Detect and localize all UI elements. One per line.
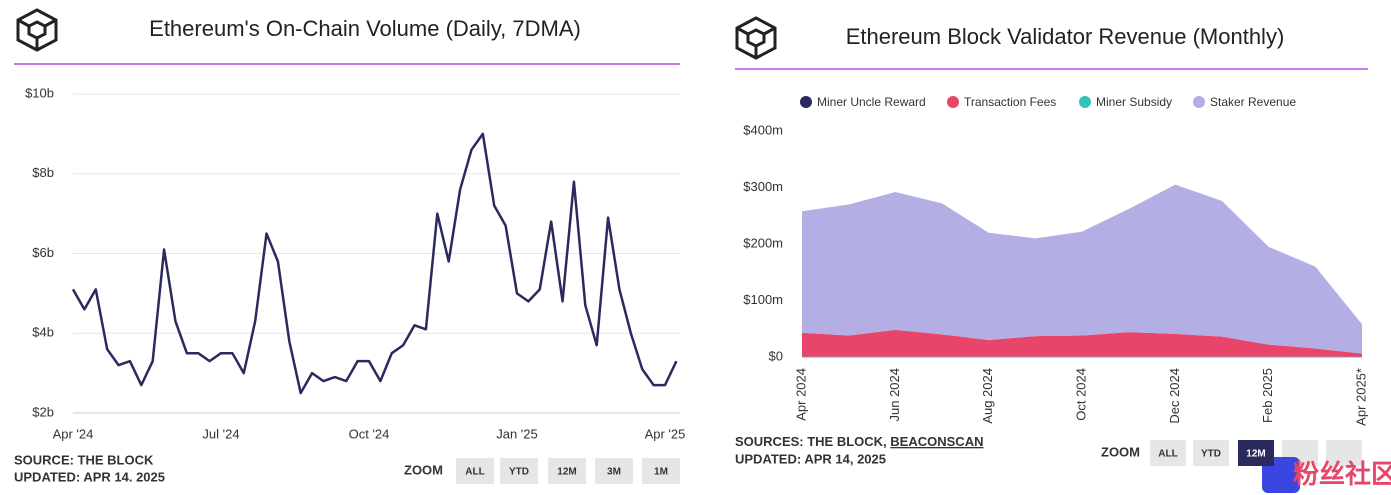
logo [16, 8, 58, 52]
x-tick-label: Feb 2025 [1260, 368, 1275, 423]
legend-swatch [1079, 96, 1091, 108]
zoom-button-label: YTD [1201, 449, 1221, 460]
zoom-button[interactable] [1326, 440, 1362, 466]
zoom-button[interactable] [1150, 440, 1186, 466]
y-tick-label: $2b [32, 404, 54, 419]
y-tick-label: $8b [32, 165, 54, 180]
x-tick-label: Jan '25 [496, 426, 538, 441]
y-tick-label: $10b [25, 85, 54, 100]
zoom-button[interactable] [595, 458, 633, 484]
x-tick-label: Apr '24 [53, 426, 94, 441]
zoom-button[interactable] [642, 458, 680, 484]
legend-label: Staker Revenue [1210, 95, 1296, 109]
updated: UPDATED: APR 14. 2025 [14, 469, 165, 484]
x-tick-label: Jun 2024 [887, 368, 902, 422]
legend-label: Miner Subsidy [1096, 95, 1172, 109]
legend-label: Transaction Fees [964, 95, 1056, 109]
watermark: 粉丝社区 [1293, 459, 1391, 489]
zoom-button[interactable] [1238, 440, 1274, 466]
zoom-button-label: 3M [607, 467, 621, 478]
y-tick-label: $200m [743, 235, 783, 250]
chart-title: Ethereum's On-Chain Volume (Daily, 7DMA) [149, 16, 581, 41]
zoom-button-label: ALL [465, 467, 484, 478]
zoom-button-label: 12M [1246, 449, 1265, 460]
x-tick-label: Apr '25 [645, 426, 686, 441]
source: SOURCES: THE BLOCK, BEACONSCAN [735, 434, 983, 449]
y-tick-label: $300m [743, 179, 783, 194]
updated: UPDATED: APR 14, 2025 [735, 451, 886, 466]
line [71, 132, 678, 395]
legend-swatch [1193, 96, 1205, 108]
legend-label: Miner Uncle Reward [817, 95, 926, 109]
zoom-button[interactable] [1193, 440, 1229, 466]
source-link[interactable]: BEACONSCAN [890, 434, 983, 449]
x-tick-label: Dec 2024 [1167, 368, 1182, 424]
zoom-label: ZOOM [1101, 444, 1140, 459]
x-tick-label: Oct 2024 [1073, 368, 1088, 421]
chart-title: Ethereum Block Validator Revenue (Monthl… [846, 24, 1285, 49]
zoom-button-label: YTD [509, 467, 529, 478]
y-tick-label: $0 [769, 348, 783, 363]
zoom-label: ZOOM [404, 462, 443, 477]
logo [735, 16, 777, 60]
zoom-button-label: 12M [557, 467, 576, 478]
y-tick-label: $6b [32, 245, 54, 260]
zoom-button[interactable] [500, 458, 538, 484]
x-tick-label: Oct '24 [349, 426, 390, 441]
y-tick-label: $4b [32, 325, 54, 340]
zoom-button[interactable] [548, 458, 586, 484]
source: SOURCE: THE BLOCK [14, 452, 154, 467]
zoom-button-label: 1M [654, 467, 668, 478]
y-tick-label: $400m [743, 122, 783, 137]
legend-swatch [800, 96, 812, 108]
x-tick-label: Apr 2024 [793, 368, 808, 421]
zoom-button-label: ALL [1158, 449, 1177, 460]
source-text: SOURCES: THE BLOCK, [735, 434, 890, 449]
zoom-button[interactable] [456, 458, 494, 484]
x-tick-label: Apr 2025* [1353, 368, 1368, 426]
y-tick-label: $100m [743, 292, 783, 307]
area [802, 184, 1362, 354]
legend-swatch [947, 96, 959, 108]
x-tick-label: Aug 2024 [980, 368, 995, 424]
x-tick-label: Jul '24 [202, 426, 239, 441]
